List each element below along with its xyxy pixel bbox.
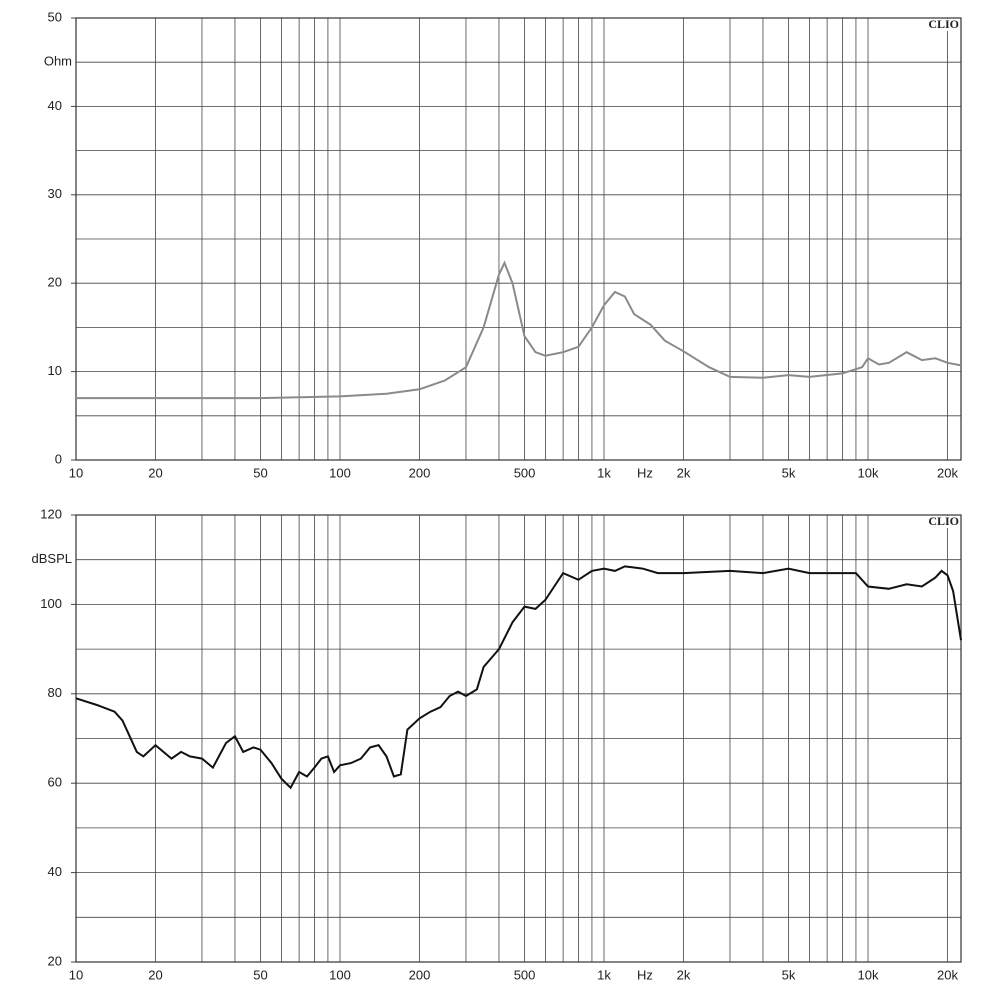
brand-label: CLIO xyxy=(928,17,959,31)
y-tick-label: 80 xyxy=(48,685,62,700)
y-tick-label: 20 xyxy=(48,275,62,290)
y-tick-label: 0 xyxy=(55,451,62,466)
y-tick-label: 30 xyxy=(48,186,62,201)
y-tick-label: 20 xyxy=(48,953,62,968)
x-tick-label: 10 xyxy=(69,465,83,480)
y-tick-label: 40 xyxy=(48,864,62,879)
label-bg xyxy=(20,551,72,568)
x-tick-label: 2k xyxy=(677,967,691,982)
x-tick-label: 50 xyxy=(253,967,267,982)
label-bg xyxy=(916,19,960,31)
x-tick-label: 20k xyxy=(937,967,958,982)
x-tick-label: 100 xyxy=(329,465,351,480)
curve xyxy=(76,260,962,400)
y-tick-label: 60 xyxy=(48,775,62,790)
y-axis-label: dBSPL xyxy=(32,551,72,566)
x-axis-label: Hz xyxy=(637,465,653,480)
x-tick-label: 200 xyxy=(409,465,431,480)
x-tick-label: 1k xyxy=(597,465,611,480)
x-tick-label: 10k xyxy=(858,967,879,982)
y-tick-label: 40 xyxy=(48,98,62,113)
y-tick-label: 10 xyxy=(48,363,62,378)
y-axis-label: Ohm xyxy=(44,54,72,69)
plot-frame xyxy=(75,514,962,963)
x-tick-label: 10 xyxy=(69,967,83,982)
x-tick-label: 5k xyxy=(782,465,796,480)
brand-label: CLIO xyxy=(928,514,959,528)
x-tick-label: 1k xyxy=(597,967,611,982)
x-tick-label: 20k xyxy=(937,465,958,480)
x-tick-label: 20 xyxy=(148,465,162,480)
curve xyxy=(75,565,962,790)
y-tick-label: 120 xyxy=(40,506,62,521)
x-tick-label: 5k xyxy=(782,967,796,982)
x-tick-label: 50 xyxy=(253,465,267,480)
y-tick-label: 50 xyxy=(48,9,62,24)
label-bg xyxy=(20,54,72,71)
x-tick-label: 100 xyxy=(329,967,351,982)
x-tick-label: 10k xyxy=(858,465,879,480)
x-tick-label: 500 xyxy=(514,465,536,480)
x-tick-label: 2k xyxy=(677,465,691,480)
x-tick-label: 20 xyxy=(148,967,162,982)
y-tick-label: 100 xyxy=(40,596,62,611)
x-tick-label: 500 xyxy=(514,967,536,982)
x-tick-label: 200 xyxy=(409,967,431,982)
x-axis-label: Hz xyxy=(637,967,653,982)
plot-frame xyxy=(75,17,962,461)
label-bg xyxy=(916,516,960,528)
